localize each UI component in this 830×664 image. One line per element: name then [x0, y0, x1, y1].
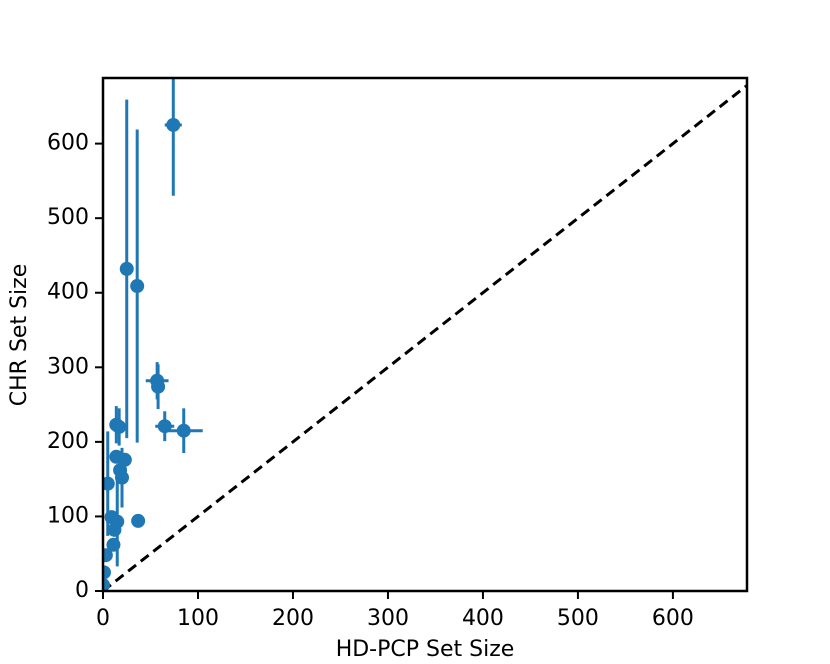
- axes-frame: [101, 76, 749, 593]
- point: [176, 423, 191, 438]
- point: [112, 419, 127, 434]
- point: [109, 449, 124, 464]
- x-tick-label: 300: [367, 606, 409, 631]
- point: [103, 476, 115, 491]
- y-axis-label: CHR Set Size: [7, 264, 32, 406]
- point: [103, 578, 110, 591]
- y-tick-label: 500: [47, 205, 89, 230]
- y-tick-label: 100: [47, 503, 89, 528]
- point: [151, 379, 166, 394]
- x-tick-label: 100: [177, 606, 219, 631]
- x-axis-label: HD-PCP Set Size: [336, 637, 515, 662]
- x-tick-label: 200: [272, 606, 314, 631]
- point: [110, 514, 125, 529]
- x-tick-label: 500: [557, 606, 599, 631]
- x-tick-label: 600: [652, 606, 694, 631]
- plot-area: [103, 78, 747, 591]
- identity-line: [103, 84, 747, 591]
- point: [166, 117, 181, 132]
- point: [130, 279, 145, 294]
- y-tick-label: 400: [47, 280, 89, 305]
- x-tick-label: 0: [96, 606, 110, 631]
- point: [131, 513, 146, 528]
- y-tick-label: 0: [75, 578, 89, 603]
- y-tick-label: 200: [47, 429, 89, 454]
- point: [119, 261, 134, 276]
- point: [103, 565, 111, 580]
- point: [103, 548, 113, 563]
- x-tick-label: 400: [462, 606, 504, 631]
- y-tick-label: 300: [47, 354, 89, 379]
- y-tick-label: 600: [47, 131, 89, 156]
- point: [106, 537, 121, 552]
